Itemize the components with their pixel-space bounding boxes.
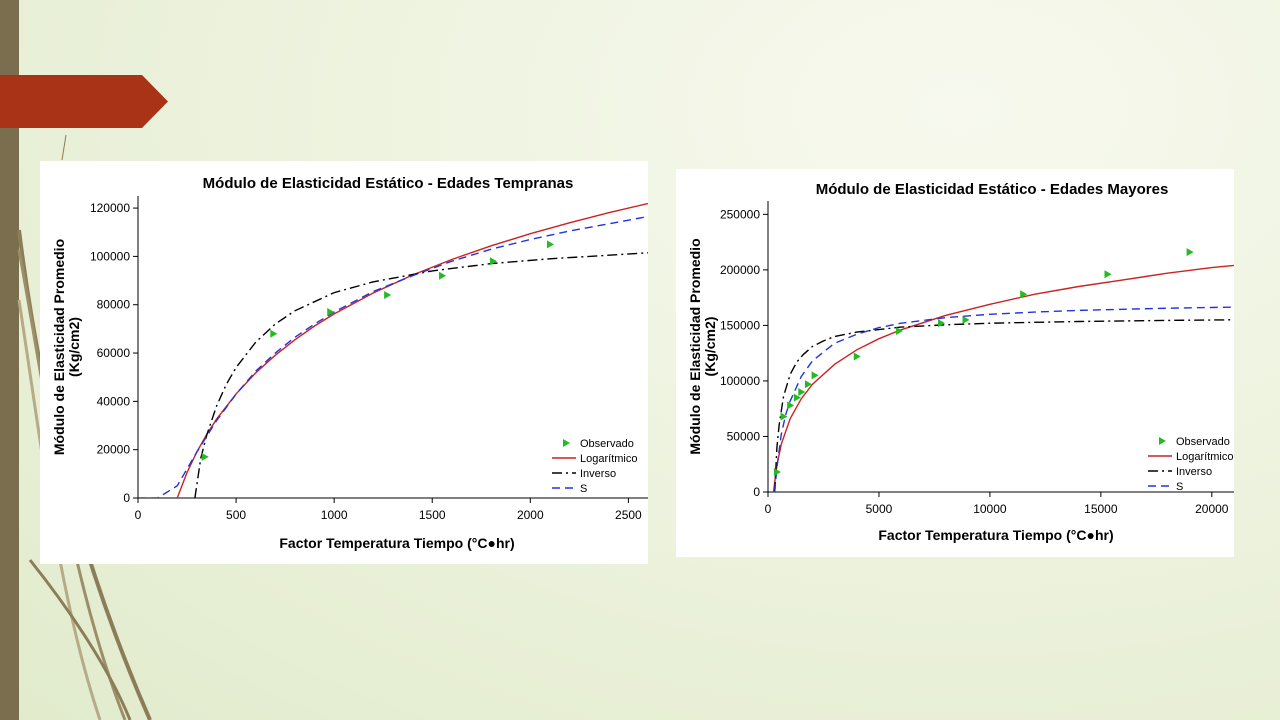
observed-point — [793, 393, 801, 402]
y-tick-label: 150000 — [720, 318, 760, 332]
series-line-1 — [176, 202, 648, 498]
x-tick-label: 5000 — [866, 502, 893, 516]
legend-marker-observado — [563, 439, 570, 447]
plot-area — [138, 202, 648, 498]
legend-label: Logarítmico — [1176, 451, 1233, 463]
y-tick-label: 20000 — [97, 443, 131, 457]
observed-point — [811, 371, 819, 380]
observed-point — [773, 468, 781, 477]
chart-title: Módulo de Elasticidad Estático - Edades … — [816, 181, 1169, 198]
legend-label: Observado — [1176, 436, 1230, 448]
observed-point — [1186, 248, 1194, 257]
x-tick-label: 10000 — [973, 502, 1007, 516]
y-tick-label: 250000 — [720, 207, 760, 221]
x-tick-label: 0 — [765, 502, 772, 516]
plot-area — [772, 264, 1234, 492]
observed-point — [384, 291, 392, 300]
series-line-2 — [774, 319, 1234, 492]
legend-label: S — [1176, 481, 1183, 493]
observed-point — [327, 307, 335, 316]
observed-point — [780, 412, 788, 421]
chart-panel-later-ages: Módulo de Elasticidad Estático - Edades … — [676, 169, 1234, 557]
series-line-2 — [194, 252, 648, 498]
x-tick-label: 1000 — [321, 508, 348, 522]
legend-label: S — [580, 483, 587, 495]
observed-point — [853, 352, 861, 361]
series-line-3 — [138, 215, 648, 498]
series-line-1 — [772, 264, 1234, 492]
legend-marker-observado — [1159, 437, 1166, 445]
x-axis-label: Factor Temperatura Tiempo (°C●hr) — [279, 535, 514, 551]
y-axis-label-units: (Kg/cm2) — [66, 317, 82, 377]
observed-point — [804, 380, 812, 389]
observed-point — [490, 257, 498, 266]
x-tick-label: 500 — [226, 508, 246, 522]
observed-point — [439, 271, 447, 280]
observed-point — [787, 401, 795, 410]
y-tick-label: 200000 — [720, 263, 760, 277]
y-tick-label: 50000 — [727, 429, 761, 443]
y-tick-label: 100000 — [90, 249, 130, 263]
y-tick-label: 80000 — [97, 298, 131, 312]
chart-panel-early-ages: Módulo de Elasticidad Estático - Edades … — [40, 161, 648, 564]
chart-early-ages: Módulo de Elasticidad Estático - Edades … — [51, 175, 648, 551]
observed-point — [938, 319, 946, 328]
observed-point — [270, 329, 278, 338]
legend-label: Observado — [580, 438, 634, 450]
x-tick-label: 2000 — [517, 508, 544, 522]
y-axis-label-units: (Kg/cm2) — [702, 317, 718, 377]
legend-label: Inverso — [1176, 466, 1212, 478]
y-tick-label: 40000 — [97, 394, 131, 408]
legend-label: Logarítmico — [580, 453, 637, 465]
observed-point — [1020, 290, 1028, 299]
y-axis-label: Módulo de Elasticidad Promedio — [51, 239, 67, 455]
x-tick-label: 15000 — [1084, 502, 1118, 516]
observed-point — [798, 388, 806, 397]
x-tick-label: 1500 — [419, 508, 446, 522]
arrow-banner — [0, 75, 168, 128]
x-axis-label: Factor Temperatura Tiempo (°C●hr) — [878, 527, 1113, 543]
x-tick-label: 2500 — [615, 508, 642, 522]
y-tick-label: 100000 — [720, 374, 760, 388]
chart-title: Módulo de Elasticidad Estático - Edades … — [203, 175, 574, 192]
y-tick-label: 120000 — [90, 201, 130, 215]
x-tick-label: 0 — [135, 508, 142, 522]
chart-later-ages: Módulo de Elasticidad Estático - Edades … — [687, 181, 1234, 543]
observed-point — [962, 315, 970, 324]
legend-label: Inverso — [580, 468, 616, 480]
y-tick-label: 0 — [753, 485, 760, 499]
y-tick-label: 0 — [123, 491, 130, 505]
observed-point — [895, 326, 903, 335]
observed-point — [201, 452, 209, 461]
y-tick-label: 60000 — [97, 346, 131, 360]
slide-left-bar — [0, 0, 19, 720]
x-tick-label: 20000 — [1195, 502, 1229, 516]
observed-point — [1104, 270, 1112, 279]
y-axis-label: Módulo de Elasticidad Promedio — [687, 238, 703, 454]
observed-point — [546, 240, 554, 249]
series-line-3 — [774, 306, 1234, 492]
